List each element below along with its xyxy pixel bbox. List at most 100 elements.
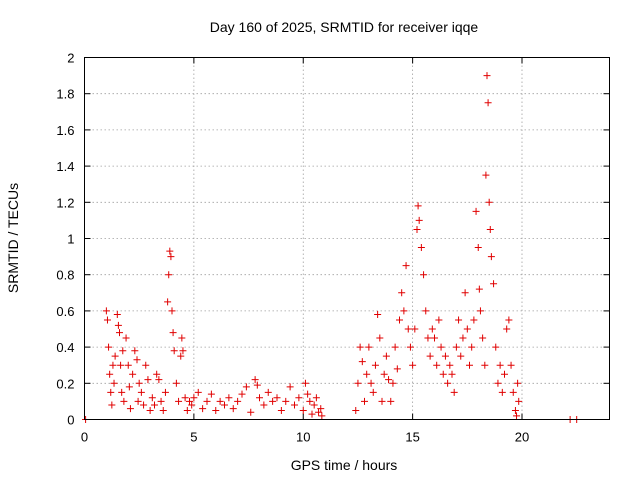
data-point	[487, 253, 495, 261]
data-point	[496, 361, 504, 369]
y-tick-label: 0.4	[56, 340, 74, 355]
data-point	[134, 397, 142, 405]
data-point	[151, 401, 158, 409]
data-point	[312, 394, 320, 402]
data-point	[247, 408, 255, 416]
x-tick-label: 15	[405, 430, 419, 445]
data-point	[137, 388, 145, 396]
data-point	[129, 370, 137, 378]
y-tick-label: 0.2	[56, 376, 74, 391]
y-tick-label: 1	[67, 232, 74, 247]
data-point	[106, 370, 114, 378]
data-point	[164, 298, 172, 306]
data-point	[286, 383, 294, 391]
data-point	[291, 401, 298, 409]
data-point	[131, 347, 139, 355]
x-tick-label: 20	[515, 430, 529, 445]
data-point	[452, 343, 460, 351]
plot-frame	[84, 57, 610, 420]
data-point	[411, 325, 419, 333]
data-point	[435, 316, 443, 324]
data-point	[212, 406, 220, 414]
data-point	[301, 379, 309, 387]
data-point	[486, 225, 494, 233]
data-point	[229, 405, 237, 413]
x-tick-label: 10	[296, 430, 310, 445]
data-point	[103, 316, 111, 324]
data-point	[444, 379, 452, 387]
data-point	[105, 343, 113, 351]
data-point	[161, 388, 169, 396]
y-tick-label: 0.8	[56, 268, 74, 283]
data-point	[234, 397, 242, 405]
data-point	[242, 383, 250, 391]
x-tick-label: 5	[190, 430, 197, 445]
data-point	[420, 271, 428, 279]
data-point	[483, 72, 491, 80]
data-point	[253, 381, 261, 389]
data-point	[264, 388, 272, 396]
data-point	[422, 307, 430, 315]
data-point	[363, 370, 371, 378]
data-point	[114, 321, 122, 329]
data-point	[155, 376, 163, 384]
data-point	[361, 397, 368, 405]
data-point	[310, 401, 318, 409]
data-point	[437, 343, 445, 351]
data-point	[354, 379, 362, 387]
data-point	[369, 388, 377, 396]
data-point	[374, 311, 382, 319]
data-point	[125, 383, 133, 391]
data-point	[172, 379, 180, 387]
data-point	[400, 307, 408, 315]
data-point	[380, 370, 388, 378]
y-tick-label: 0.6	[56, 304, 74, 319]
y-tick-label: 2	[67, 51, 74, 66]
data-point	[169, 329, 177, 337]
data-point	[414, 202, 422, 210]
data-point	[165, 271, 173, 279]
data-point	[194, 388, 202, 396]
data-point	[382, 352, 390, 360]
data-point	[387, 397, 395, 405]
data-point	[409, 361, 417, 369]
data-point	[148, 394, 156, 402]
data-point	[450, 388, 458, 396]
data-point	[468, 343, 476, 351]
data-point	[118, 388, 126, 396]
data-point	[439, 370, 447, 378]
x-axis-tick-labels: 0 5 10 15 20	[81, 430, 529, 445]
data-point	[398, 289, 406, 297]
y-tick-label: 1.4	[56, 159, 74, 174]
data-point	[159, 406, 167, 414]
data-point	[431, 334, 438, 342]
data-point	[117, 361, 125, 369]
data-point	[470, 316, 478, 324]
data-point	[484, 99, 492, 107]
y-axis-label: SRMTID / TECUs	[5, 183, 21, 293]
data-point	[404, 325, 412, 333]
data-point	[299, 406, 307, 414]
data-point	[417, 244, 425, 252]
data-point	[515, 397, 523, 405]
data-point	[144, 376, 152, 384]
data-point	[178, 334, 186, 342]
data-point	[119, 347, 127, 355]
data-point	[441, 352, 449, 360]
data-point	[133, 356, 141, 364]
data-point	[277, 406, 285, 414]
data-point	[448, 370, 456, 378]
data-point	[415, 216, 423, 224]
data-point	[251, 376, 259, 384]
data-point	[306, 397, 314, 405]
data-point	[356, 343, 364, 351]
data-point	[352, 406, 360, 414]
data-point	[426, 352, 434, 360]
data-point	[110, 379, 118, 387]
data-point	[474, 244, 482, 252]
data-point	[126, 405, 134, 413]
data-point	[461, 289, 469, 297]
chart-title: Day 160 of 2025, SRMTID for receiver iqq…	[210, 19, 479, 35]
data-point	[393, 365, 401, 373]
data-point	[111, 352, 119, 360]
